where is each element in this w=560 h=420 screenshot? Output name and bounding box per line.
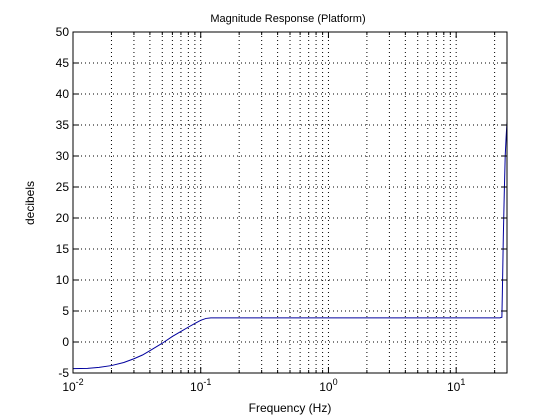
grid-lines bbox=[73, 32, 507, 373]
x-tick-label: 101 bbox=[447, 377, 465, 394]
y-tick-label: 45 bbox=[56, 56, 70, 70]
axes-frame bbox=[72, 31, 508, 374]
y-tick-label: 25 bbox=[56, 180, 70, 194]
x-tick-label: 10-1 bbox=[190, 377, 211, 394]
y-tick-label: 10 bbox=[56, 273, 70, 287]
plot-area bbox=[72, 31, 508, 374]
y-tick-labels: -5 0 5 10 15 20 25 30 35 40 45 50 bbox=[56, 25, 70, 380]
y-tick-label: 40 bbox=[56, 87, 70, 101]
series-layer bbox=[72, 121, 508, 370]
y-axis-label: decibels bbox=[23, 181, 37, 225]
y-tick-label: 5 bbox=[62, 304, 69, 318]
y-tick-label: 20 bbox=[56, 211, 70, 225]
x-tick-labels: 10-2 10-1 100 101 bbox=[62, 377, 465, 394]
y-tick-label: -5 bbox=[58, 366, 69, 380]
series-line bbox=[72, 121, 508, 370]
x-axis-label: Frequency (Hz) bbox=[249, 401, 332, 415]
x-tick-label: 10-2 bbox=[62, 377, 83, 394]
y-tick-label: 30 bbox=[56, 149, 70, 163]
y-tick-label: 35 bbox=[56, 118, 70, 132]
y-tick-label: 15 bbox=[56, 242, 70, 256]
y-tick-label: 50 bbox=[56, 25, 70, 39]
axes-background bbox=[73, 32, 507, 373]
chart-title: Magnitude Response (Platform) bbox=[210, 13, 365, 25]
y-tick-label: 0 bbox=[62, 335, 69, 349]
x-tick-label: 100 bbox=[319, 377, 337, 394]
